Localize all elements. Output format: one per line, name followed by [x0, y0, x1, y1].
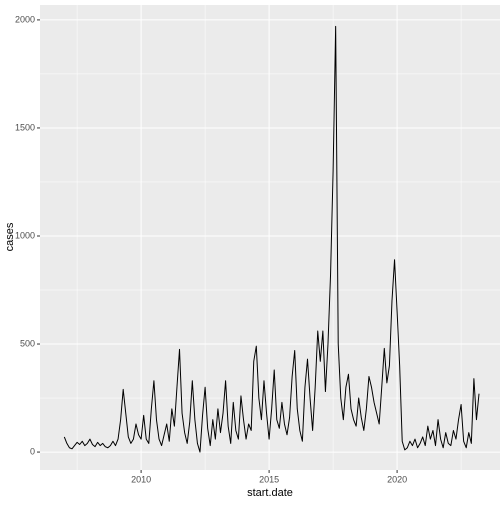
x-axis-title: start.date: [247, 487, 293, 499]
y-tick-label: 2000: [15, 14, 35, 24]
x-tick-label: 2020: [387, 474, 407, 484]
y-tick-label: 1000: [15, 230, 35, 240]
data-line: [63, 25, 480, 453]
y-tick-label: 1500: [15, 122, 35, 132]
x-tick-label: 2010: [131, 474, 151, 484]
panel: [40, 5, 500, 470]
y-tick-label: 500: [20, 338, 35, 348]
x-tick-label: 2015: [259, 474, 279, 484]
y-tick-label: 0: [30, 446, 35, 456]
y-axis-title: cases: [4, 222, 16, 251]
